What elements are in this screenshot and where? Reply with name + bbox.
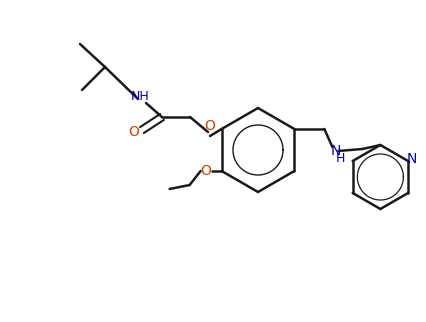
Text: NH: NH — [130, 90, 149, 103]
Text: H: H — [335, 153, 344, 166]
Text: O: O — [204, 119, 215, 133]
Text: O: O — [200, 164, 210, 178]
Text: N: N — [329, 144, 340, 158]
Text: O: O — [128, 125, 139, 139]
Text: N: N — [406, 152, 416, 166]
